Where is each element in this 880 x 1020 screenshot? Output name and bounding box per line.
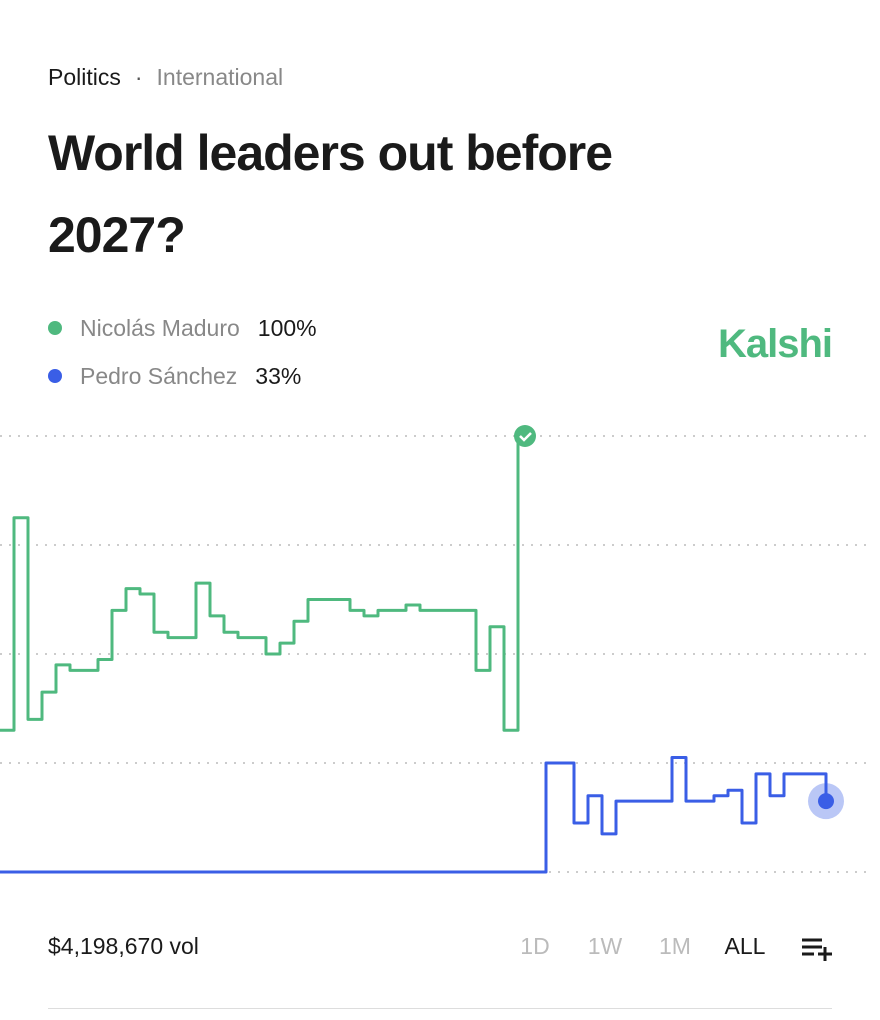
legend: Nicolás Maduro 100% Pedro Sánchez 33%: [48, 304, 317, 400]
divider: [48, 1008, 832, 1009]
range-selector: 1D 1W 1M ALL: [500, 933, 780, 960]
chart: [0, 425, 872, 874]
legend-item: Nicolás Maduro 100%: [48, 304, 317, 352]
legend-swatch: [48, 321, 62, 335]
category[interactable]: Politics: [48, 64, 121, 90]
legend-name: Pedro Sánchez: [80, 362, 238, 389]
add-icon[interactable]: [800, 936, 834, 962]
range-button[interactable]: 1D: [520, 933, 550, 959]
legend-item: Pedro Sánchez 33%: [48, 352, 317, 400]
volume: $4,198,670 vol: [48, 933, 199, 959]
legend-value: 33%: [255, 362, 302, 389]
breadcrumb: Politics · International: [48, 64, 283, 91]
series-line: [0, 756, 828, 874]
check-icon: [519, 432, 532, 442]
range-button[interactable]: 1W: [587, 933, 623, 959]
subcategory[interactable]: International: [156, 64, 284, 90]
legend-value: 100%: [257, 314, 317, 341]
title: World leaders out before 2027?: [48, 125, 613, 263]
range-button[interactable]: 1M: [659, 933, 691, 959]
end-marker: [514, 425, 536, 447]
series-line: [0, 436, 520, 732]
end-marker: [818, 793, 834, 810]
legend-name: Nicolás Maduro: [80, 314, 240, 341]
legend-swatch: [48, 369, 62, 383]
icon-lines: [802, 938, 832, 961]
brand-logo: Kalshi: [717, 322, 833, 366]
range-button[interactable]: ALL: [724, 933, 766, 959]
separator: ·: [134, 64, 143, 90]
